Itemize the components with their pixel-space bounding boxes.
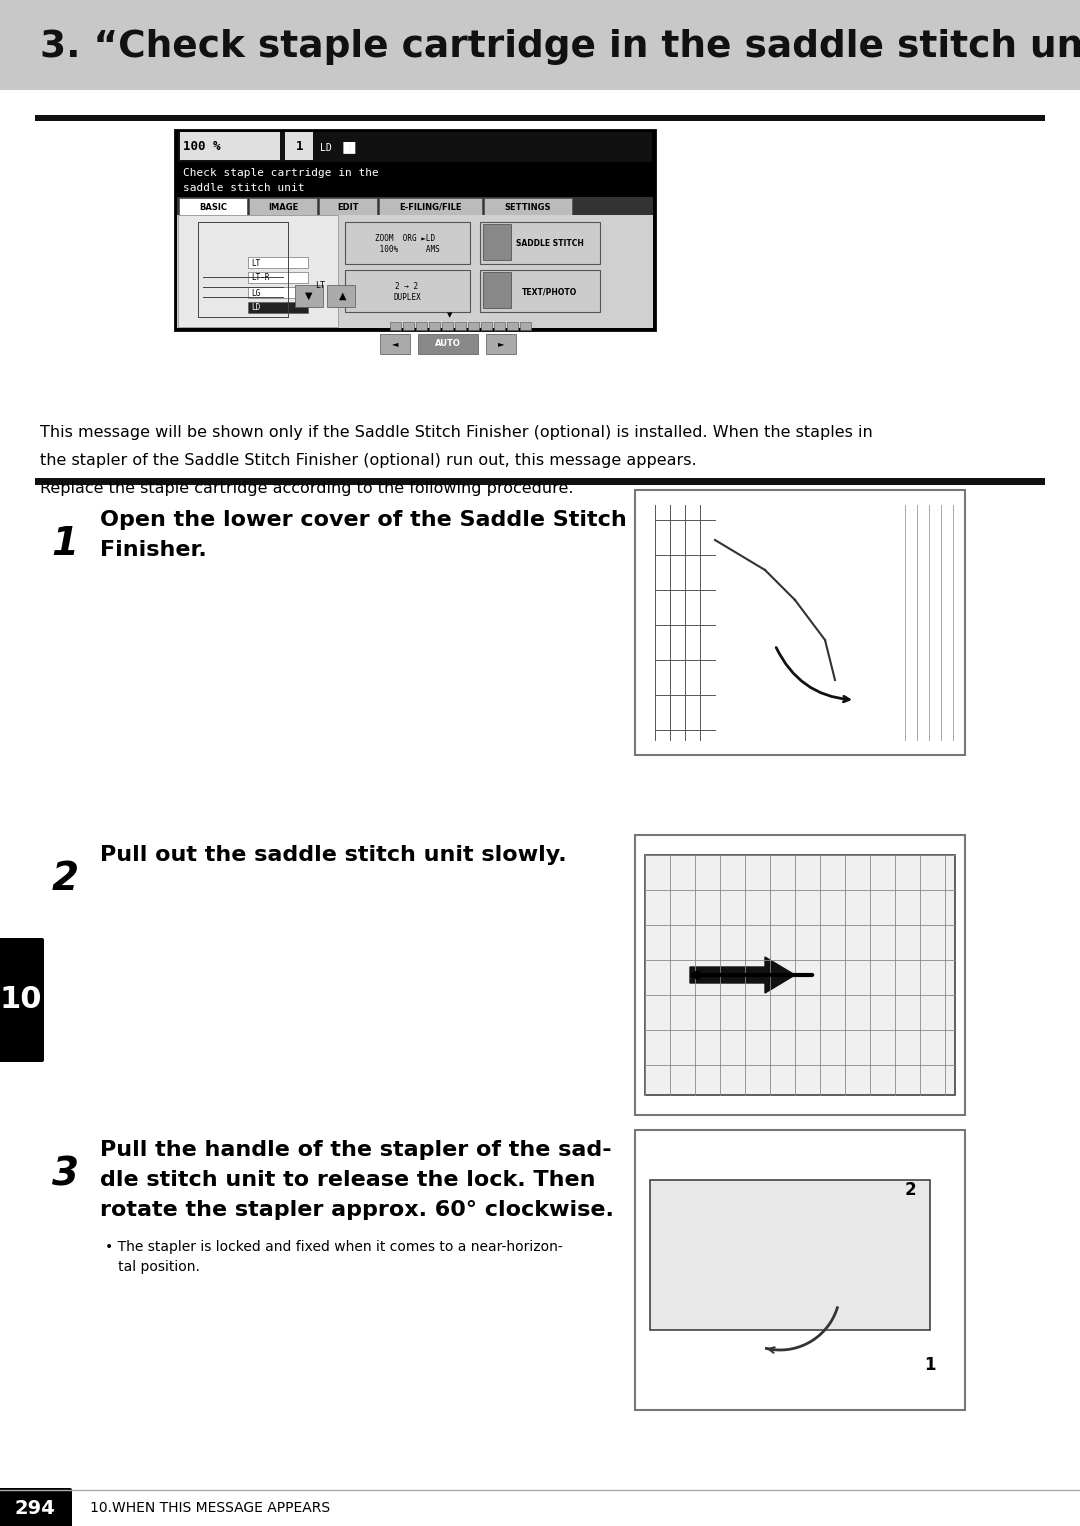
Text: 1: 1 bbox=[924, 1357, 935, 1373]
Bar bbox=[468, 322, 480, 330]
Text: 294: 294 bbox=[15, 1499, 55, 1517]
Text: IMAGE: IMAGE bbox=[268, 203, 298, 212]
Text: EDIT: EDIT bbox=[337, 203, 359, 212]
Text: LD  ██: LD ██ bbox=[320, 140, 355, 153]
Bar bbox=[248, 272, 308, 282]
Bar bbox=[249, 198, 318, 215]
Bar bbox=[416, 322, 427, 330]
Text: BASIC: BASIC bbox=[199, 203, 227, 212]
Bar bbox=[483, 224, 511, 259]
Text: TEXT/PHOTO: TEXT/PHOTO bbox=[523, 287, 578, 296]
Text: ▼: ▼ bbox=[447, 311, 453, 317]
Text: LT: LT bbox=[315, 281, 325, 290]
Text: Finisher.: Finisher. bbox=[100, 540, 206, 560]
Bar bbox=[480, 270, 600, 311]
Text: This message will be shown only if the Saddle Stitch Finisher (optional) is inst: This message will be shown only if the S… bbox=[40, 426, 873, 439]
Bar bbox=[390, 322, 401, 330]
Bar bbox=[175, 130, 654, 330]
Bar bbox=[178, 215, 338, 327]
Text: LT: LT bbox=[251, 258, 260, 267]
Bar bbox=[345, 270, 470, 311]
Text: ◄: ◄ bbox=[392, 339, 399, 348]
Polygon shape bbox=[690, 957, 795, 993]
Text: E-FILING/FILE: E-FILING/FILE bbox=[400, 203, 462, 212]
Bar bbox=[380, 334, 410, 354]
Bar bbox=[248, 256, 308, 269]
Bar bbox=[295, 285, 323, 307]
Text: 3: 3 bbox=[52, 1155, 79, 1193]
Text: rotate the stapler approx. 60° clockwise.: rotate the stapler approx. 60° clockwise… bbox=[100, 1199, 613, 1219]
Text: the stapler of the Saddle Stitch Finisher (optional) run out, this message appea: the stapler of the Saddle Stitch Finishe… bbox=[40, 453, 697, 468]
Text: 10.WHEN THIS MESSAGE APPEARS: 10.WHEN THIS MESSAGE APPEARS bbox=[90, 1502, 330, 1515]
Text: 2: 2 bbox=[52, 861, 79, 897]
Bar bbox=[494, 322, 505, 330]
Bar bbox=[345, 221, 470, 264]
Bar bbox=[429, 322, 440, 330]
Text: AUTO: AUTO bbox=[435, 339, 461, 348]
Bar bbox=[455, 322, 465, 330]
Bar bbox=[179, 198, 247, 215]
Text: Pull the handle of the stapler of the sad-: Pull the handle of the stapler of the sa… bbox=[100, 1140, 611, 1160]
Text: 3. “Check staple cartridge in the saddle stitch unit”: 3. “Check staple cartridge in the saddle… bbox=[40, 29, 1080, 66]
Text: SADDLE STITCH: SADDLE STITCH bbox=[516, 240, 584, 249]
Text: ►: ► bbox=[498, 339, 504, 348]
Bar bbox=[327, 285, 355, 307]
Bar bbox=[180, 133, 280, 160]
Bar bbox=[507, 322, 518, 330]
Text: 100 %: 100 % bbox=[183, 140, 220, 154]
Text: ▼: ▼ bbox=[306, 291, 313, 301]
Text: tal position.: tal position. bbox=[105, 1260, 200, 1274]
Text: SETTINGS: SETTINGS bbox=[504, 203, 551, 212]
Bar bbox=[484, 198, 572, 215]
Bar bbox=[442, 322, 453, 330]
Bar bbox=[0, 1489, 70, 1526]
Bar bbox=[481, 322, 492, 330]
Bar bbox=[248, 287, 308, 298]
Text: Replace the staple cartridge according to the following procedure.: Replace the staple cartridge according t… bbox=[40, 481, 573, 496]
Text: Pull out the saddle stitch unit slowly.: Pull out the saddle stitch unit slowly. bbox=[100, 845, 567, 865]
Bar bbox=[650, 1180, 930, 1331]
Text: LD: LD bbox=[251, 304, 260, 313]
Text: LT-R: LT-R bbox=[251, 273, 270, 282]
Text: ZOOM  ORG ►LD
 100%      AMS: ZOOM ORG ►LD 100% AMS bbox=[375, 235, 440, 253]
Text: ▲: ▲ bbox=[339, 291, 347, 301]
Bar bbox=[480, 221, 600, 264]
Bar bbox=[319, 198, 377, 215]
Bar bbox=[285, 133, 313, 160]
Bar bbox=[178, 133, 652, 162]
Text: Check staple cartridge in the: Check staple cartridge in the bbox=[183, 168, 379, 179]
Bar bbox=[248, 302, 308, 313]
Bar bbox=[403, 322, 414, 330]
Bar bbox=[519, 322, 531, 330]
Bar bbox=[177, 197, 653, 217]
Bar bbox=[379, 198, 482, 215]
Bar bbox=[486, 334, 516, 354]
Bar bbox=[635, 490, 966, 755]
Text: dle stitch unit to release the lock. Then: dle stitch unit to release the lock. The… bbox=[100, 1170, 595, 1190]
Text: LG: LG bbox=[251, 288, 260, 298]
Bar bbox=[635, 835, 966, 1116]
Text: saddle stitch unit: saddle stitch unit bbox=[183, 183, 305, 192]
Bar bbox=[418, 334, 478, 354]
Bar bbox=[177, 215, 653, 328]
Text: 10: 10 bbox=[0, 986, 42, 1015]
Text: 2: 2 bbox=[904, 1181, 916, 1199]
Text: Open the lower cover of the Saddle Stitch: Open the lower cover of the Saddle Stitc… bbox=[100, 510, 626, 530]
Text: 1: 1 bbox=[296, 140, 303, 154]
Text: 2 → 2
DUPLEX: 2 → 2 DUPLEX bbox=[393, 282, 421, 302]
Text: • The stapler is locked and fixed when it comes to a near-horizon-: • The stapler is locked and fixed when i… bbox=[105, 1241, 563, 1254]
FancyBboxPatch shape bbox=[0, 938, 44, 1062]
Bar bbox=[35, 114, 1045, 121]
Bar bbox=[0, 0, 1080, 90]
Text: 1: 1 bbox=[52, 525, 79, 563]
FancyBboxPatch shape bbox=[0, 1488, 72, 1526]
Bar bbox=[35, 478, 1045, 485]
Bar bbox=[635, 1129, 966, 1410]
Bar bbox=[483, 272, 511, 308]
Bar bbox=[645, 855, 955, 1096]
